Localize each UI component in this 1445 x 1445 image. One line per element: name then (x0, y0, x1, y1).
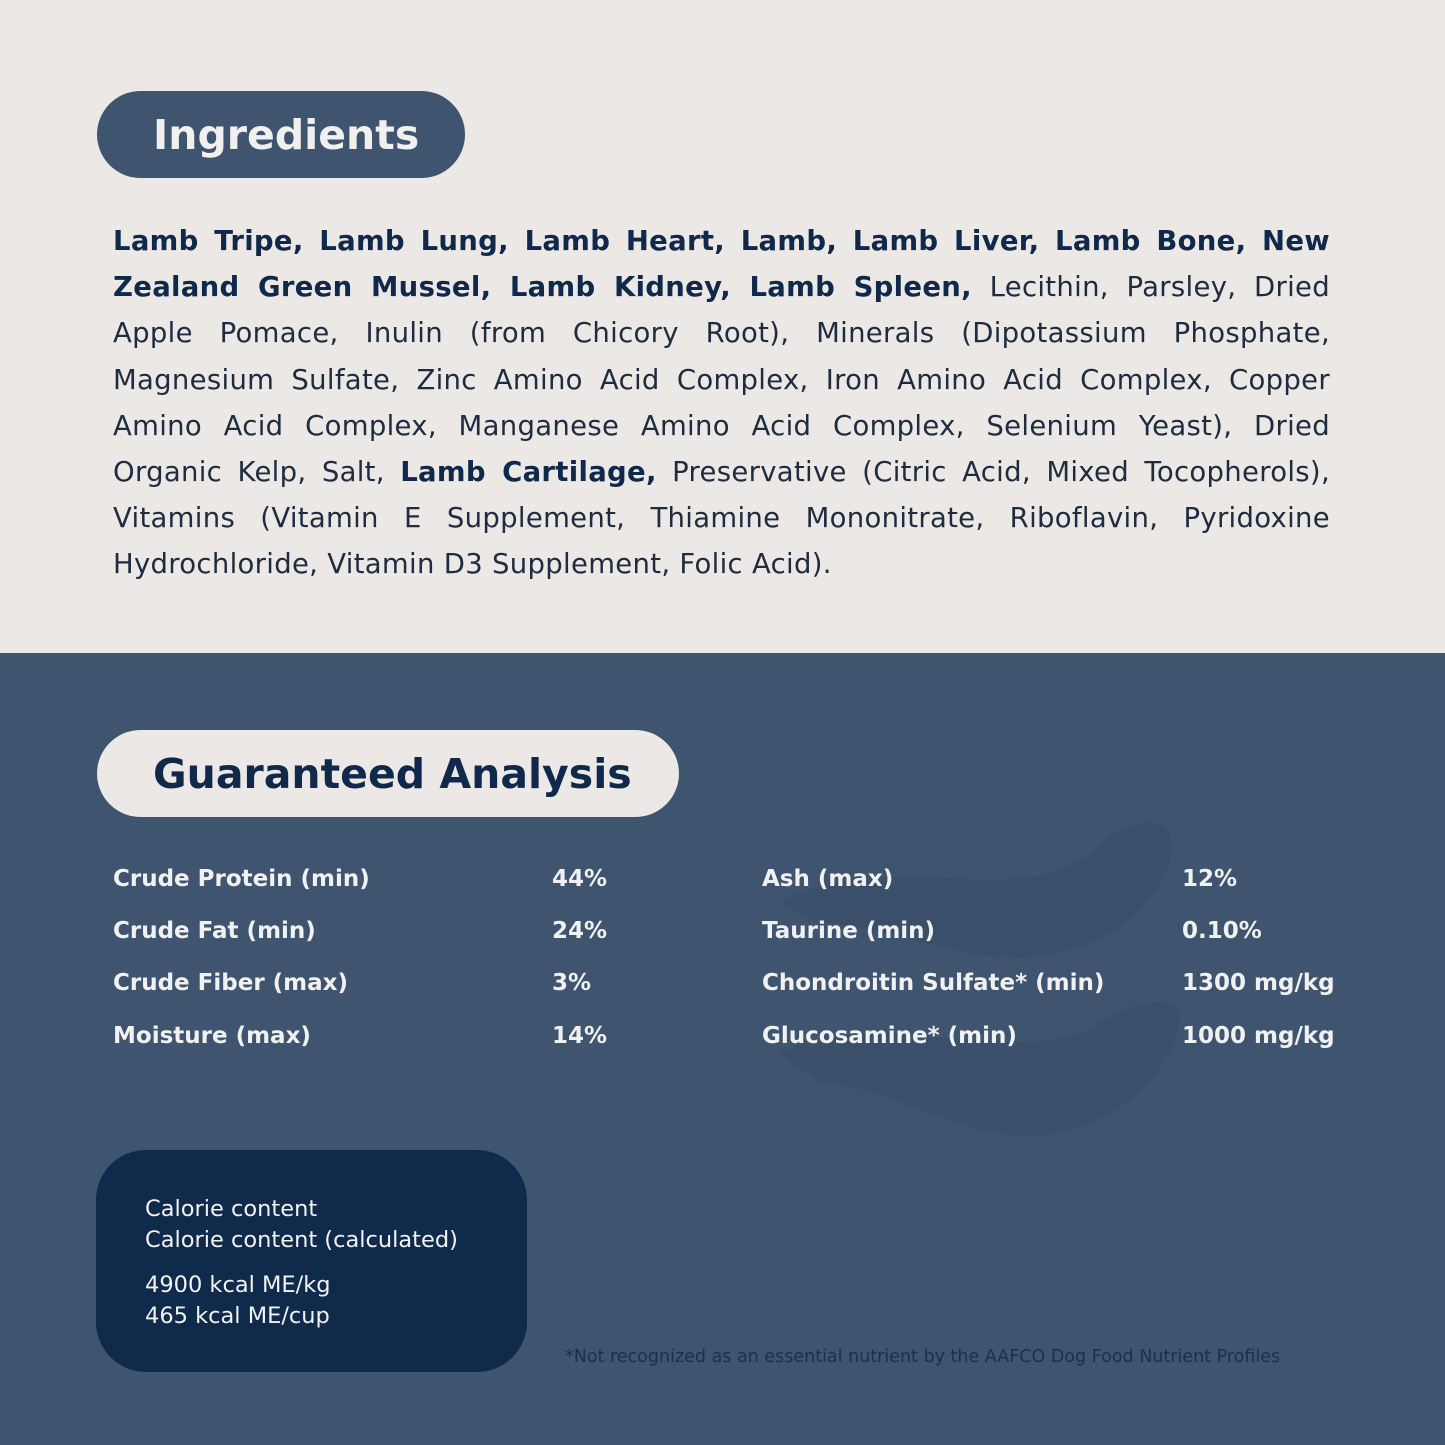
analysis-value: 0.10% (1182, 918, 1262, 944)
analysis-label: Crude Fat (min) (113, 918, 316, 944)
analysis-value: 1300 mg/kg (1182, 970, 1335, 996)
analysis-label: Taurine (min) (762, 918, 936, 944)
analysis-label: Glucosamine* (min) (762, 1023, 1017, 1049)
analysis-section: Guaranteed Analysis Crude Protein (min) … (0, 653, 1445, 1445)
ingredients-regular-2: Preservative (Citric Acid, Mixed Tocophe… (113, 456, 1330, 581)
calorie-value-kg: 4900 kcal ME/kg (145, 1272, 331, 1298)
ingredients-bold-2: Lamb Cartilage, (400, 456, 657, 489)
analysis-value: 12% (1182, 866, 1238, 892)
calorie-box: Calorie content Calorie content (calcula… (96, 1150, 527, 1372)
ingredients-bold-1: Lamb Tripe, Lamb Lung, Lamb Heart, Lamb,… (113, 225, 1330, 304)
footnote: *Not recognized as an essential nutrient… (565, 1347, 1281, 1367)
analysis-label: Chondroitin Sulfate* (min) (762, 970, 1105, 996)
analysis-value: 1000 mg/kg (1182, 1023, 1335, 1049)
analysis-label: Crude Fiber (max) (113, 970, 349, 996)
ingredients-section: Ingredients Lamb Tripe, Lamb Lung, Lamb … (0, 0, 1445, 653)
calorie-value-cup: 465 kcal ME/cup (145, 1303, 330, 1329)
analysis-value: 24% (552, 918, 608, 944)
wave-icon (780, 822, 1180, 1137)
analysis-value: 3% (552, 970, 592, 996)
analysis-label: Crude Protein (min) (113, 866, 370, 892)
calorie-label-calculated: Calorie content (calculated) (145, 1227, 458, 1253)
analysis-label: Moisture (max) (113, 1023, 311, 1049)
analysis-heading: Guaranteed Analysis (97, 730, 679, 817)
ingredients-list: Lamb Tripe, Lamb Lung, Lamb Heart, Lamb,… (113, 218, 1330, 588)
analysis-value: 44% (552, 866, 608, 892)
analysis-label: Ash (max) (762, 866, 894, 892)
analysis-value: 14% (552, 1023, 608, 1049)
calorie-label: Calorie content (145, 1196, 318, 1222)
ingredients-regular-1: Lecithin, Parsley, Dried Apple Pomace, I… (113, 271, 1330, 489)
ingredients-heading: Ingredients (97, 91, 465, 178)
